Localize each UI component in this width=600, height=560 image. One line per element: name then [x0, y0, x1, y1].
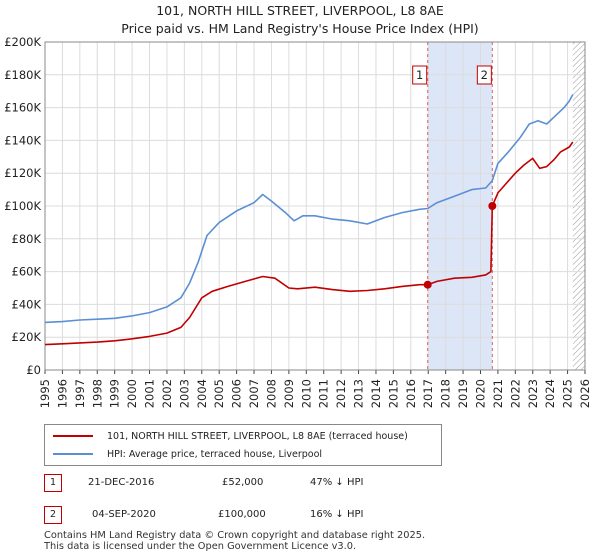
x-tick-label: 2026 — [578, 379, 592, 408]
x-tick-label: 2010 — [299, 379, 313, 408]
x-tick-label: 2009 — [282, 379, 296, 408]
transaction-marker: 1 — [44, 474, 62, 492]
series-line-property — [44, 141, 574, 346]
annotation-box — [476, 65, 492, 85]
x-tick-label: 2012 — [334, 379, 348, 408]
x-tick-label: 2003 — [177, 379, 191, 408]
x-tick-label: 1996 — [55, 379, 69, 408]
x-tick-label: 2001 — [143, 379, 157, 408]
x-tick-label: 1998 — [90, 379, 104, 408]
x-tick-label: 2014 — [369, 379, 383, 408]
y-tick-label: £180K — [4, 68, 41, 82]
x-tick-label: 2008 — [264, 379, 278, 408]
plot-border — [44, 41, 586, 371]
footer-line-1: Contains HM Land Registry data © Crown c… — [44, 530, 426, 541]
x-tick-label: 2007 — [247, 379, 261, 408]
transaction-hpi: 16% ↓ HPI — [310, 509, 364, 520]
x-tick-label: 2020 — [474, 379, 488, 408]
footer-line-2: This data is licensed under the Open Gov… — [44, 541, 357, 552]
x-tick-label: 2015 — [386, 379, 400, 408]
series-line-hpi — [44, 94, 574, 324]
chart-subtitle: Price paid vs. HM Land Registry's House … — [121, 21, 478, 36]
x-tick-label: 2006 — [230, 379, 244, 408]
legend-label-hpi: HPI: Average price, terraced house, Live… — [107, 448, 323, 460]
y-tick-label: £80K — [12, 232, 42, 246]
y-tick-label: £160K — [4, 101, 41, 115]
price-chart: 101, NORTH HILL STREET, LIVERPOOL, L8 8A… — [4, 3, 592, 408]
annotation-box — [412, 65, 428, 85]
y-tick-label: £140K — [4, 133, 41, 147]
x-tick-label: 2019 — [456, 379, 470, 408]
x-tick-label: 2023 — [526, 379, 540, 408]
y-tick-label: £0 — [26, 363, 41, 377]
chart-title: 101, NORTH HILL STREET, LIVERPOOL, L8 8A… — [156, 3, 444, 18]
x-tick-label: 2021 — [491, 379, 505, 408]
x-tick-label: 2013 — [352, 379, 366, 408]
y-tick-label: £100K — [4, 199, 41, 213]
x-tick-label: 1995 — [38, 379, 52, 408]
x-tick-label: 2018 — [439, 379, 453, 408]
x-tick-label: 2025 — [561, 379, 575, 408]
y-tick-label: £40K — [12, 297, 42, 311]
legend-swatch-hpi — [53, 453, 93, 455]
transaction-point — [423, 280, 432, 289]
transaction-price: £100,000 — [218, 509, 266, 520]
x-tick-label: 2016 — [404, 379, 418, 408]
x-tick-label: 2011 — [317, 379, 331, 408]
legend: 101, NORTH HILL STREET, LIVERPOOL, L8 8A… — [44, 424, 442, 466]
transaction-hpi: 47% ↓ HPI — [310, 477, 364, 488]
transaction-marker: 2 — [44, 506, 62, 524]
x-tick-label: 2005 — [212, 379, 226, 408]
x-tick-label: 1997 — [73, 379, 87, 408]
y-tick-label: £20K — [12, 330, 42, 344]
legend-swatch-property — [53, 435, 93, 437]
x-tick-label: 2000 — [125, 379, 139, 408]
y-tick-label: £200K — [4, 35, 41, 49]
x-tick-label: 2002 — [160, 379, 174, 408]
transaction-date: 21-DEC-2016 — [88, 477, 155, 488]
x-tick-label: 2022 — [508, 379, 522, 408]
x-tick-label: 2024 — [543, 379, 557, 408]
legend-item-property: 101, NORTH HILL STREET, LIVERPOOL, L8 8A… — [53, 427, 408, 445]
legend-label-property: 101, NORTH HILL STREET, LIVERPOOL, L8 8A… — [107, 430, 408, 442]
x-tick-label: 2017 — [421, 379, 435, 408]
y-tick-label: £60K — [12, 265, 42, 279]
transaction-date: 04-SEP-2020 — [92, 509, 156, 520]
transaction-price: £52,000 — [222, 477, 264, 488]
annotation-label: 2 — [481, 68, 488, 82]
x-tick-label: 1999 — [108, 379, 122, 408]
transaction-point — [488, 202, 497, 210]
annotation-label: 1 — [416, 68, 423, 82]
footer: Contains HM Land Registry data © Crown c… — [44, 530, 425, 552]
x-tick-label: 2004 — [195, 379, 209, 408]
y-tick-label: £120K — [4, 166, 41, 180]
legend-item-hpi: HPI: Average price, terraced house, Live… — [53, 445, 322, 463]
